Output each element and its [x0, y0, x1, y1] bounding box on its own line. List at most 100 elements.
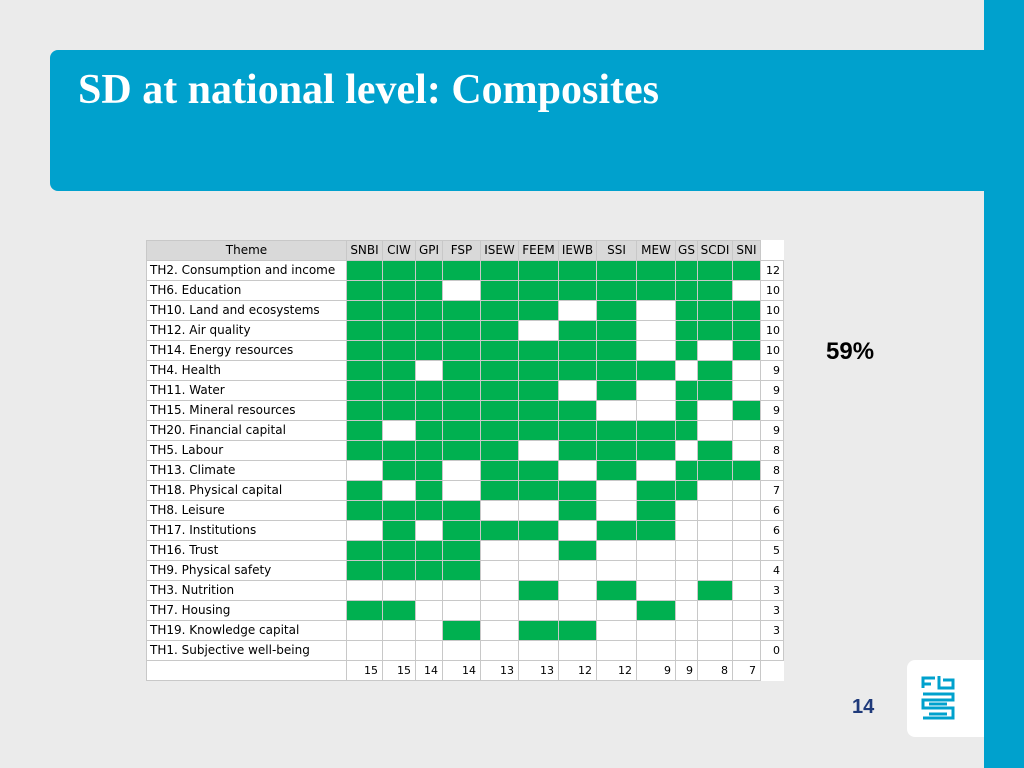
theme-label: TH14. Energy resources	[146, 340, 347, 361]
matrix-cell	[382, 520, 416, 541]
matrix-cell	[442, 260, 481, 281]
matrix-cell	[675, 300, 698, 321]
matrix-cell	[558, 420, 597, 441]
matrix-cell	[636, 480, 676, 501]
matrix-cell	[558, 620, 597, 641]
matrix-cell	[636, 400, 676, 421]
column-total: 13	[518, 660, 559, 681]
matrix-cell	[558, 340, 597, 361]
matrix-cell	[596, 500, 637, 521]
matrix-cell	[415, 500, 443, 521]
matrix-cell	[382, 600, 416, 621]
theme-label: TH10. Land and ecosystems	[146, 300, 347, 321]
matrix-cell	[442, 320, 481, 341]
matrix-cell	[346, 400, 383, 421]
matrix-cell	[518, 300, 559, 321]
row-count: 8	[760, 440, 784, 461]
matrix-cell	[346, 440, 383, 461]
column-total: 9	[675, 660, 698, 681]
matrix-cell	[346, 520, 383, 541]
matrix-cell	[697, 460, 733, 481]
matrix-cell	[442, 520, 481, 541]
matrix-cell	[675, 640, 698, 661]
matrix-cell	[382, 340, 416, 361]
matrix-cell	[732, 640, 761, 661]
row-count: 9	[760, 380, 784, 401]
matrix-cell	[697, 600, 733, 621]
theme-label: TH17. Institutions	[146, 520, 347, 541]
matrix-cell	[382, 380, 416, 401]
matrix-cell	[675, 280, 698, 301]
column-total: 12	[558, 660, 597, 681]
matrix-cell	[442, 460, 481, 481]
matrix-cell	[675, 580, 698, 601]
matrix-cell	[518, 260, 559, 281]
matrix-cell	[442, 500, 481, 521]
matrix-cell	[346, 300, 383, 321]
cbs-logo	[907, 660, 984, 737]
table-row: TH18. Physical capital 7	[146, 480, 784, 501]
table-row: TH19. Knowledge capital 3	[146, 620, 784, 641]
matrix-cell	[732, 400, 761, 421]
matrix-cell	[415, 620, 443, 641]
matrix-cell	[636, 620, 676, 641]
matrix-cell	[596, 400, 637, 421]
matrix-cell	[558, 300, 597, 321]
matrix-cell	[596, 300, 637, 321]
table-row: TH5. Labour 8	[146, 440, 784, 461]
matrix-cell	[382, 420, 416, 441]
theme-label: TH20. Financial capital	[146, 420, 347, 441]
matrix-cell	[697, 560, 733, 581]
matrix-cell	[442, 360, 481, 381]
matrix-cell	[596, 480, 637, 501]
matrix-cell	[480, 400, 519, 421]
theme-label: TH18. Physical capital	[146, 480, 347, 501]
table-row: TH9. Physical safety 4	[146, 560, 784, 581]
table-row: TH4. Health 9	[146, 360, 784, 381]
table-row: TH2. Consumption and income 12	[146, 260, 784, 281]
matrix-cell	[675, 480, 698, 501]
theme-label: TH7. Housing	[146, 600, 347, 621]
table-row: TH13. Climate 8	[146, 460, 784, 481]
theme-label: TH13. Climate	[146, 460, 347, 481]
matrix-cell	[697, 480, 733, 501]
column-header-mew: MEW	[636, 240, 676, 261]
matrix-cell	[442, 280, 481, 301]
matrix-cell	[415, 520, 443, 541]
matrix-cell	[697, 520, 733, 541]
matrix-cell	[480, 320, 519, 341]
row-count: 3	[760, 580, 784, 601]
matrix-cell	[697, 400, 733, 421]
matrix-cell	[382, 300, 416, 321]
row-count: 9	[760, 400, 784, 421]
table-body: TH2. Consumption and income 12 TH6. Educat…	[146, 260, 784, 681]
row-count: 10	[760, 300, 784, 321]
matrix-cell	[558, 320, 597, 341]
matrix-cell	[697, 340, 733, 361]
matrix-cell	[697, 380, 733, 401]
matrix-cell	[346, 280, 383, 301]
table-row: TH3. Nutrition 3	[146, 580, 784, 601]
matrix-cell	[480, 480, 519, 501]
matrix-cell	[518, 520, 559, 541]
theme-column-header: Theme	[146, 240, 347, 261]
matrix-cell	[732, 580, 761, 601]
matrix-cell	[518, 620, 559, 641]
row-count: 3	[760, 620, 784, 641]
matrix-cell	[675, 320, 698, 341]
matrix-cell	[382, 620, 416, 641]
matrix-cell	[675, 440, 698, 461]
matrix-cell	[415, 420, 443, 441]
row-count: 4	[760, 560, 784, 581]
matrix-cell	[346, 380, 383, 401]
matrix-cell	[415, 640, 443, 661]
matrix-cell	[558, 380, 597, 401]
matrix-cell	[732, 280, 761, 301]
column-total: 14	[442, 660, 481, 681]
column-total: 13	[480, 660, 519, 681]
matrix-cell	[415, 580, 443, 601]
matrix-cell	[558, 460, 597, 481]
matrix-cell	[558, 640, 597, 661]
matrix-cell	[346, 340, 383, 361]
table-row: TH14. Energy resources 10	[146, 340, 784, 361]
